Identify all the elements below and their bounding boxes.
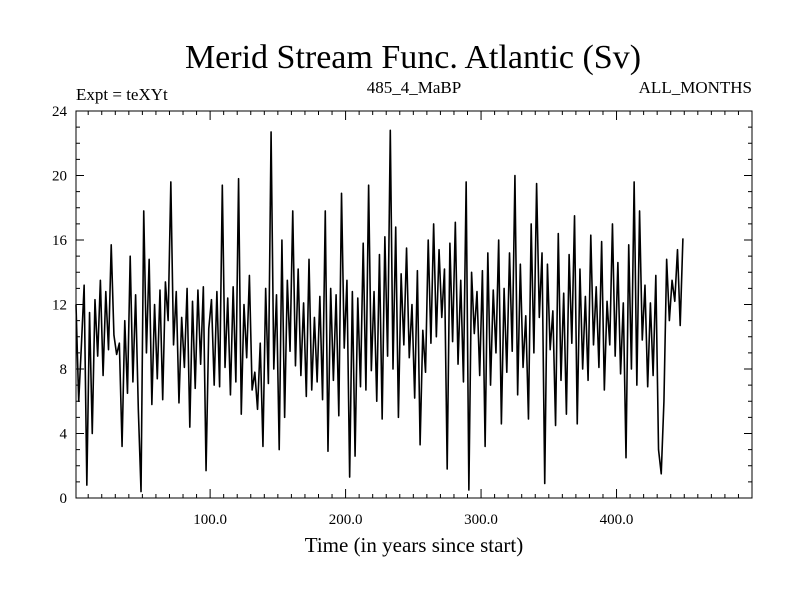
dataset-label: 485_4_MaBP [367,78,461,97]
x-axis-label: Time (in years since start) [305,533,524,557]
y-tick-label: 24 [52,104,68,120]
x-tick-label: 400.0 [600,512,634,528]
y-tick-label: 0 [60,491,68,507]
y-tick-label: 8 [60,362,68,378]
y-tick-label: 16 [52,233,68,249]
x-tick-label: 300.0 [464,512,498,528]
y-tick-label: 20 [52,169,67,185]
axis-ticks [76,110,752,499]
x-tick-label: 200.0 [329,512,363,528]
y-tick-label: 4 [60,427,68,443]
experiment-label: Expt = teXYt [76,85,168,104]
series-line [75,129,684,493]
x-tick-label: 100.0 [193,512,227,528]
axis-tick-labels: 0 4 8 12 16 20 24 100.0 200.0 300.0 400.0 [52,104,633,528]
months-label: ALL_MONTHS [639,78,752,97]
y-tick-label: 12 [52,298,67,314]
chart-title: Merid Stream Func. Atlantic (Sv) [185,39,641,76]
